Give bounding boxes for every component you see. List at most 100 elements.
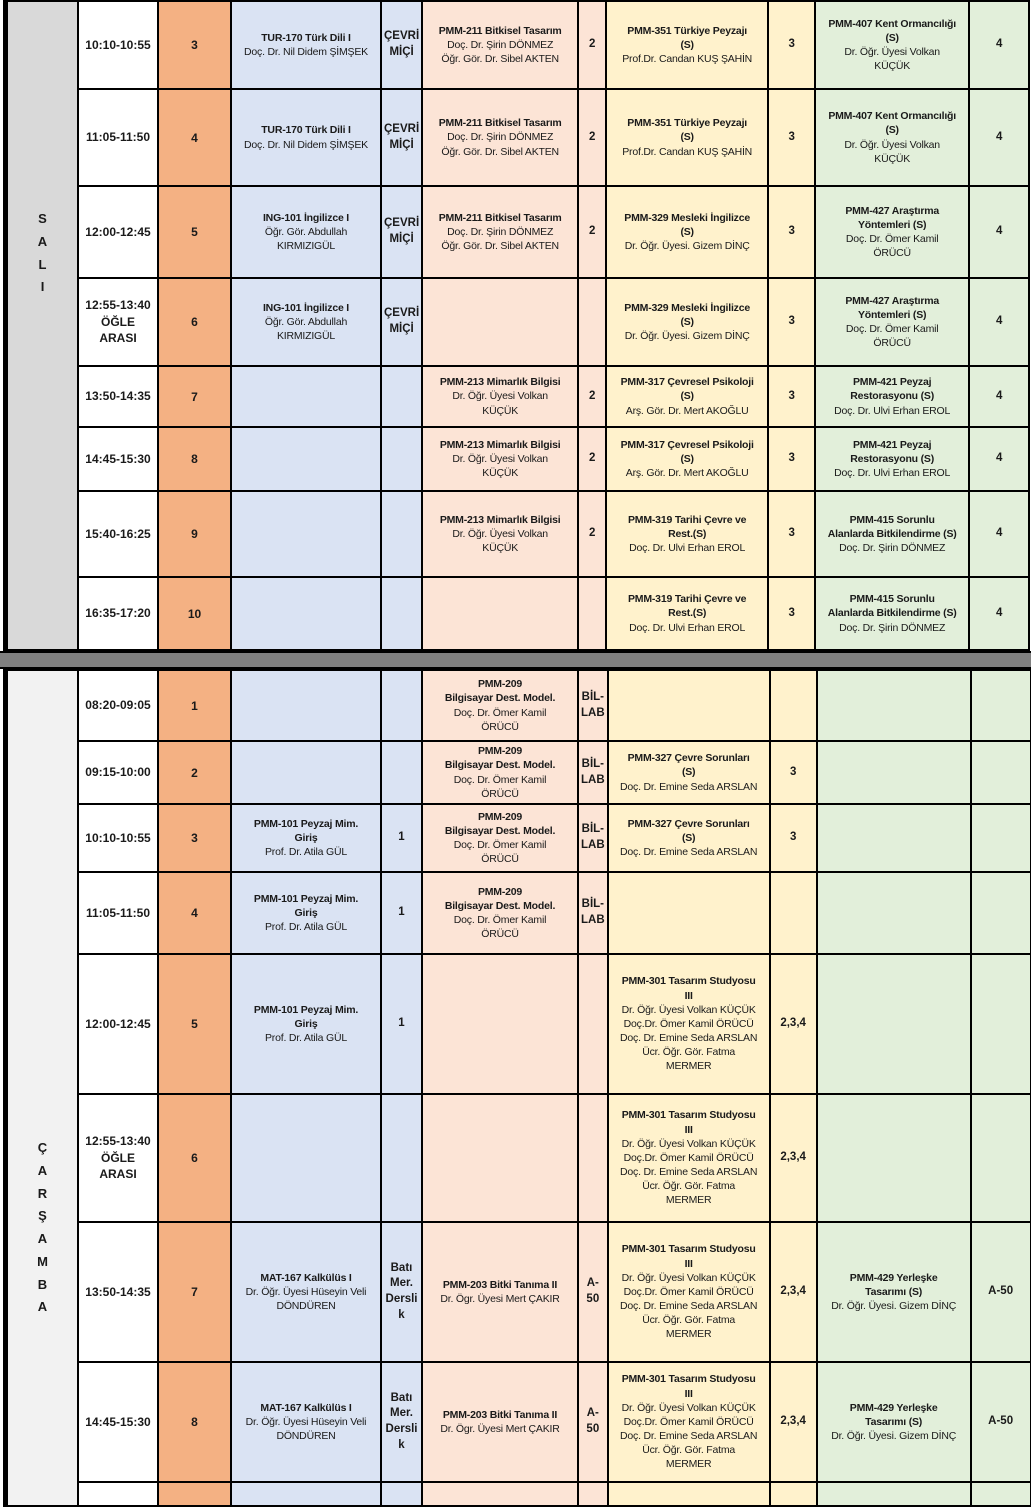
room-cell-year2: 2: [577, 0, 608, 90]
room-cell-year1: [380, 669, 423, 742]
course-title: PMM-101 Peyzaj Mim. Giriş: [253, 817, 359, 844]
time-cell: 15:40-16:25: [77, 490, 159, 578]
course-cell-year1: [230, 490, 382, 578]
timetable-row: 15:40-16:25 9 PMM-213 Mimarlık Bilgisi Dr. …: [7, 490, 1031, 578]
course-instructor: Öğr. Gör. Abdullah KIRMIZIGÜL: [264, 315, 348, 343]
course-title: PMM-429 Yerleşke Tasarımı (S): [849, 1401, 938, 1428]
course-instructor: Prof.Dr. Candan KUŞ ŞAHİN: [622, 53, 753, 66]
course-title: PMM-327 Çevre Sorunları (S): [627, 752, 750, 779]
course-cell-year3: PMM-351 Türkiye Peyzajı (S) Prof.Dr. Cand…: [605, 88, 770, 187]
period-cell: [157, 1481, 232, 1507]
course-cell-year1: [230, 1093, 382, 1223]
room-cell-year2: 2: [577, 88, 608, 187]
time-cell: 10:10-10:55: [77, 0, 159, 90]
time-cell: 11:05-11:50: [77, 871, 159, 955]
course-title: PMM-301 Tasarım Studyosu III: [621, 1243, 756, 1270]
course-cell-year2: PMM-213 Mimarlık Bilgisi Dr. Öğr. Üyesi V…: [421, 426, 580, 492]
room-cell-year2: A- 50: [577, 1361, 609, 1483]
course-cell-year2: PMM-211 Bitkisel Tasarım Doç. Dr. Şirin D…: [421, 88, 580, 187]
time-cell: 13:50-14:35: [77, 365, 159, 428]
period-cell: 5: [157, 953, 232, 1095]
timetable-row: Ç A R Ş A M B A 08:20-09:05 1 PMM-209 Bilgisayar D…: [6, 669, 1031, 1507]
timetable-row: 09:15-10:00 2 PMM-209 Bilgisayar Dest. Mod…: [7, 740, 1031, 805]
room-cell-year4: [969, 1481, 1031, 1507]
course-cell-year4: PMM-429 Yerleşke Tasarımı (S) Dr. Öğr. Üy…: [815, 1221, 972, 1363]
course-title: PMM-101 Peyzaj Mim. Giriş: [253, 1003, 359, 1030]
course-instructor: Doç. Dr. Nil Didem ŞİMŞEK: [244, 138, 368, 151]
course-cell-year3: PMM-327 Çevre Sorunları (S) Doç. Dr. Emin…: [606, 803, 771, 873]
course-title: PMM-209 Bilgisayar Dest. Model.: [444, 678, 556, 705]
course-instructor: Doç. Dr. Emine Seda ARSLAN: [620, 1300, 758, 1313]
course-instructor: Doç. Dr. Ömer Kamil ÖRÜCÜ: [845, 233, 939, 260]
course-cell-year2: PMM-211 Bitkisel Tasarım Doç. Dr. Şirin D…: [421, 0, 580, 90]
room-cell-year3: 3: [767, 185, 817, 279]
timetable-row: 12:55-13:40 ÖĞLE ARASI 6 PMM-301 Tasarım S…: [7, 1093, 1031, 1223]
room-cell-year1: 1: [380, 803, 423, 873]
course-instructor: Doç. Dr. Ulvi Erhan EROL: [629, 542, 746, 555]
course-title: PMM-319 Tarihi Çevre ve Rest.(S): [627, 513, 747, 540]
course-instructor: Arş. Gör. Dr. Mert AKOĞLU: [625, 467, 749, 480]
room-cell-year3: [768, 669, 818, 742]
room-cell-year2: [577, 1093, 609, 1223]
course-instructor: Prof. Dr. Atila GÜL: [265, 921, 347, 934]
course-cell-year3: PMM-319 Tarihi Çevre ve Rest.(S) Doç. Dr.…: [605, 576, 770, 651]
room-cell-year3: 3: [767, 88, 817, 187]
room-cell-year4: 4: [968, 185, 1031, 279]
period-cell: 6: [157, 277, 232, 367]
course-title: PMM-327 Çevre Sorunları (S): [627, 817, 750, 844]
timetable-row-partial: [7, 1481, 1031, 1507]
room-cell-year4: 4: [968, 365, 1031, 428]
timetable-row: 16:35-17:20 10 PMM-319 Tarihi Çevre ve Res…: [7, 576, 1031, 651]
room-cell-year1: ÇEVRİ MİÇİ: [379, 0, 424, 90]
course-title: TUR-170 Türk Dili I: [261, 31, 351, 44]
room-cell-year3: 2,3,4: [768, 1093, 818, 1223]
room-cell-year3: [768, 1481, 818, 1507]
course-cell-year4: PMM-427 Araştırma Yöntemleri (S) Doç. Dr.…: [814, 277, 971, 367]
course-instructor: Doç. Dr. Emine Seda ARSLAN: [620, 1166, 758, 1179]
course-instructor: Dr. Öğr. Üyesi Hüseyin Veli DÖNDÜREN: [245, 1415, 367, 1443]
period-cell: 2: [157, 740, 232, 805]
course-instructor: Doç. Dr. Ömer Kamil ÖRÜCÜ: [453, 706, 547, 733]
course-title: PMM-329 Mesleki İngilizce (S): [624, 211, 751, 238]
course-cell-year3: [606, 871, 771, 955]
course-cell-year1: [230, 669, 382, 742]
course-instructor: Dr. Öğr. Üyesi Volkan KÜÇÜK: [844, 138, 940, 165]
course-cell-year4: PMM-407 Kent Ormancılığı (S) Dr. Öğr. Üye…: [814, 0, 971, 90]
course-cell-year2: PMM-209 Bilgisayar Dest. Model. Doç. Dr. …: [421, 803, 579, 873]
time-cell: 12:55-13:40 ÖĞLE ARASI: [77, 1093, 159, 1223]
room-cell-year2: BİL- LAB: [577, 669, 609, 742]
course-title: PMM-421 Peyzaj Restorasyonu (S): [850, 376, 935, 403]
course-instructor: Öğr. Gör. Abdullah KIRMIZIGÜL: [264, 225, 348, 253]
course-cell-year4: PMM-407 Kent Ormancılığı (S) Dr. Öğr. Üye…: [814, 88, 971, 187]
room-cell-year4: [969, 803, 1031, 873]
course-instructor: Dr. Öğr. Üyesi. Gizem DİNÇ: [831, 1300, 957, 1313]
room-cell-year1: Batı Mer. Dersli k: [380, 1221, 423, 1363]
course-title: PMM-427 Araştırma Yöntemleri (S): [845, 294, 939, 321]
room-cell-year2: [577, 953, 609, 1095]
room-cell-year1: [379, 426, 424, 492]
course-title: PMM-415 Sorunlu Alanlarda Bitkilendirme …: [827, 513, 957, 540]
room-cell-year1: ÇEVRİ MİÇİ: [379, 277, 424, 367]
room-cell-year4: 4: [968, 426, 1031, 492]
course-title: PMM-209 Bilgisayar Dest. Model.: [444, 810, 556, 837]
room-cell-year1: [379, 490, 424, 578]
course-instructor: Dr. Öğr. Üyesi. Gizem DİNÇ: [831, 1430, 957, 1443]
timetable-row: 14:45-15:30 8 MAT-167 Kalkülüs I Dr. Öğr. Ü…: [7, 1361, 1031, 1483]
room-cell-year2: [577, 576, 608, 651]
course-title: PMM-301 Tasarım Studyosu III: [621, 975, 756, 1002]
time-cell: 08:20-09:05: [77, 669, 159, 742]
timetable-row: 12:55-13:40 ÖĞLE ARASI 6 ING-101 İngilizce…: [7, 277, 1031, 367]
course-instructor: Prof.Dr. Candan KUŞ ŞAHİN: [622, 145, 753, 158]
timetable-row: 13:50-14:35 7 MAT-167 Kalkülüs I Dr. Öğr. Ü…: [7, 1221, 1031, 1363]
course-instructor: Doç. Dr. Emine Seda ARSLAN: [620, 846, 758, 859]
course-instructor: Doç. Dr. Emine Seda ARSLAN: [620, 780, 758, 793]
room-cell-year1: Batı Mer. Dersli k: [380, 1361, 423, 1483]
room-cell-year4: 4: [968, 88, 1031, 187]
course-cell-year4: [815, 803, 972, 873]
timetable-row: S A L I 10:10-10:55 3 TUR-170 Türk Dili I Doç. …: [6, 0, 1031, 651]
period-cell: 4: [157, 871, 232, 955]
time-cell: 11:05-11:50: [77, 88, 159, 187]
course-instructor: Ücr. Öğr. Gör. Fatma MERMER: [642, 1180, 736, 1207]
